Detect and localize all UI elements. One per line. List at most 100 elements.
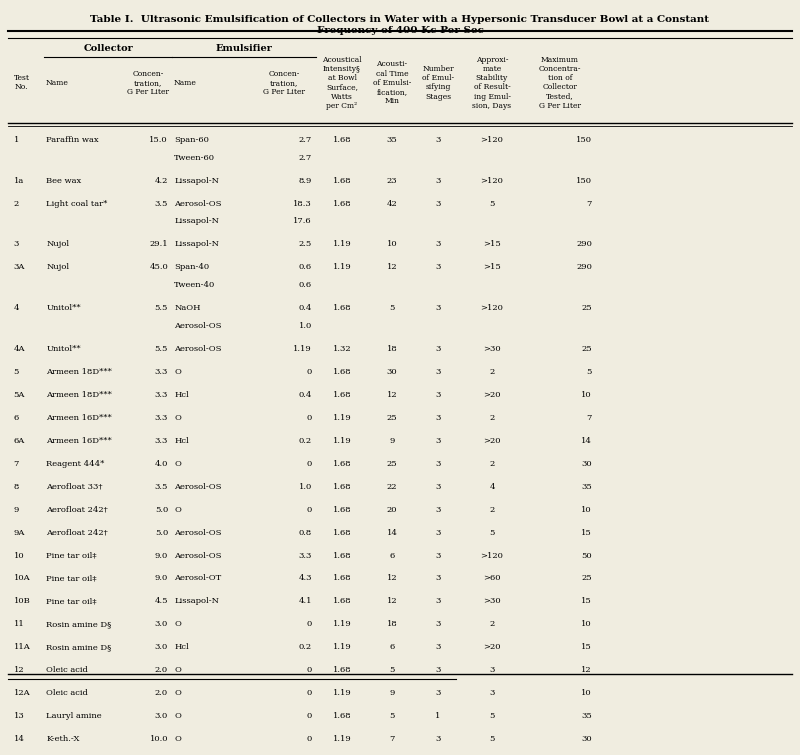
Text: Pine tar oil‡: Pine tar oil‡ [46,575,97,583]
Text: Approxi-
mate
Stability
of Result-
ing Emul-
sion, Days: Approxi- mate Stability of Result- ing E… [473,56,511,109]
Text: 9: 9 [390,689,394,698]
Text: Collector: Collector [83,44,133,53]
Text: 10: 10 [582,621,592,628]
Text: 10: 10 [14,551,24,559]
Text: 8: 8 [14,482,19,491]
Text: 1.68: 1.68 [333,304,351,312]
Text: 0.8: 0.8 [298,528,312,537]
Text: 2: 2 [490,621,494,628]
Text: 25: 25 [386,414,398,421]
Text: 2.7: 2.7 [298,153,312,162]
Text: 4.5: 4.5 [154,597,168,606]
Text: >20: >20 [483,436,501,445]
Text: 3: 3 [435,506,441,513]
Text: 3.3: 3.3 [154,368,168,375]
Text: O: O [174,735,182,744]
Text: 5: 5 [490,735,494,744]
Text: >15: >15 [483,240,501,248]
Text: 1.68: 1.68 [333,199,351,208]
Text: 22: 22 [386,482,398,491]
Text: 30: 30 [582,735,592,744]
Text: Aerosol-OS: Aerosol-OS [174,199,222,208]
Text: Nujol: Nujol [46,263,70,271]
Text: 3: 3 [435,368,441,375]
Text: O: O [174,713,182,720]
Text: 1.19: 1.19 [333,436,351,445]
Text: Concen-
tration,
G Per Liter: Concen- tration, G Per Liter [127,69,169,96]
Text: 4: 4 [14,304,19,312]
Text: 6: 6 [14,414,19,421]
Text: Lissapol-N: Lissapol-N [174,597,219,606]
Text: Hcl: Hcl [174,436,189,445]
Text: 12: 12 [386,575,398,583]
Text: K-eth.-X: K-eth.-X [46,735,80,744]
Text: 150: 150 [576,177,592,184]
Text: 18: 18 [386,621,398,628]
Text: 45.0: 45.0 [150,263,168,271]
Text: Armeen 18D***: Armeen 18D*** [46,390,112,399]
Text: >120: >120 [481,551,503,559]
Text: 1.68: 1.68 [333,136,351,144]
Text: 2: 2 [490,460,494,467]
Text: 290: 290 [576,240,592,248]
Text: Unitol**: Unitol** [46,304,81,312]
Text: 3: 3 [435,177,441,184]
Text: Number
of Emul-
sifying
Stages: Number of Emul- sifying Stages [422,65,454,100]
Text: 1.0: 1.0 [298,322,312,330]
Text: 1.19: 1.19 [333,240,351,248]
Text: Aerofloat 33†: Aerofloat 33† [46,482,103,491]
Text: >120: >120 [481,136,503,144]
Text: 10: 10 [582,390,592,399]
Text: 11: 11 [14,621,24,628]
Text: Oleic acid: Oleic acid [46,667,88,674]
Text: 4: 4 [490,482,494,491]
Text: 2.0: 2.0 [155,667,168,674]
Text: Lissapol-N: Lissapol-N [174,177,219,184]
Text: Bee wax: Bee wax [46,177,82,184]
Text: 2.5: 2.5 [298,240,312,248]
Text: 3: 3 [14,240,19,248]
Text: 3.3: 3.3 [298,551,312,559]
Text: Tween-40: Tween-40 [174,281,216,289]
Text: 5: 5 [390,304,394,312]
Text: 3: 3 [435,597,441,606]
Text: 10: 10 [582,506,592,513]
Text: 1.19: 1.19 [333,643,351,652]
Text: O: O [174,667,182,674]
Text: 0: 0 [306,460,312,467]
Text: 7: 7 [586,414,592,421]
Text: Aerosol-OS: Aerosol-OS [174,322,222,330]
Text: 14: 14 [581,436,592,445]
Text: >30: >30 [483,597,501,606]
Text: 1.68: 1.68 [333,177,351,184]
Text: 2.7: 2.7 [298,136,312,144]
Text: 1.32: 1.32 [333,344,351,353]
Text: 5A: 5A [14,390,25,399]
Text: 1.19: 1.19 [333,263,351,271]
Text: 0.2: 0.2 [299,643,312,652]
Text: 11A: 11A [14,643,30,652]
Text: >120: >120 [481,304,503,312]
Text: 14: 14 [386,528,398,537]
Text: Unitol**: Unitol** [46,344,81,353]
Text: 1.68: 1.68 [333,368,351,375]
Text: 7: 7 [14,460,19,467]
Text: 1.68: 1.68 [333,575,351,583]
Text: 3: 3 [435,263,441,271]
Text: Lissapol-N: Lissapol-N [174,217,219,225]
Text: 0.6: 0.6 [299,263,312,271]
Text: O: O [174,621,182,628]
Text: 5: 5 [14,368,19,375]
Text: Table I.  Ultrasonic Emulsification of Collectors in Water with a Hypersonic Tra: Table I. Ultrasonic Emulsification of Co… [90,15,710,24]
Text: Aerosol-OS: Aerosol-OS [174,344,222,353]
Text: Aerosol-OS: Aerosol-OS [174,482,222,491]
Text: Pine tar oil‡: Pine tar oil‡ [46,597,97,606]
Text: 4.1: 4.1 [298,597,312,606]
Text: 1.68: 1.68 [333,390,351,399]
Text: 3: 3 [435,575,441,583]
Text: 0: 0 [306,689,312,698]
Text: 0.4: 0.4 [298,390,312,399]
Text: 0: 0 [306,735,312,744]
Text: 3: 3 [435,643,441,652]
Text: 12A: 12A [14,689,30,698]
